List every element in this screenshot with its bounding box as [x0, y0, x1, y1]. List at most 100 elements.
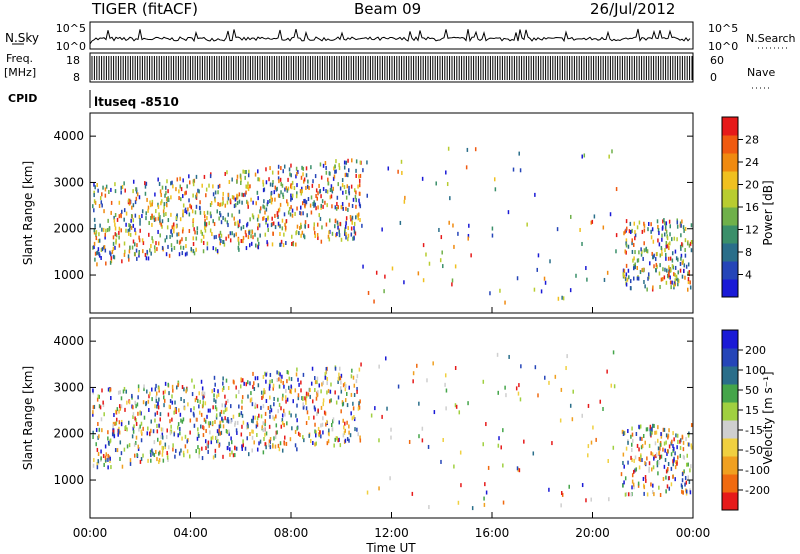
range-cell — [112, 241, 115, 246]
range-cell — [226, 170, 228, 175]
range-cell — [150, 244, 152, 249]
colorbar-segment — [722, 135, 738, 154]
range-cell — [651, 287, 654, 292]
range-cell — [203, 225, 206, 230]
range-cell — [105, 184, 108, 189]
range-cell — [421, 176, 424, 181]
range-cell — [216, 209, 219, 214]
range-cell — [279, 372, 281, 377]
range-cell — [688, 479, 691, 484]
range-cell — [311, 183, 314, 188]
range-cell — [291, 213, 294, 218]
range-cell — [180, 245, 182, 250]
range-cell — [155, 395, 157, 400]
range-cell — [685, 462, 688, 467]
range-cell — [143, 387, 145, 392]
range-cell — [326, 390, 328, 395]
range-cell — [283, 164, 286, 169]
range-cell — [220, 220, 223, 225]
range-cell — [213, 388, 216, 393]
range-cell — [263, 216, 265, 221]
range-cell — [672, 462, 674, 467]
range-cell — [128, 249, 131, 254]
range-cell — [159, 440, 162, 445]
range-cell — [150, 216, 152, 221]
range-cell — [234, 203, 237, 208]
range-cell — [293, 185, 296, 190]
range-cell — [344, 224, 347, 229]
range-cell — [252, 235, 254, 240]
range-cell — [188, 228, 191, 233]
range-cell — [134, 242, 136, 247]
range-cell — [154, 387, 157, 392]
range-cell — [286, 370, 289, 375]
range-cell — [154, 248, 156, 253]
range-cell — [115, 238, 117, 243]
range-cell — [257, 169, 259, 174]
range-cell — [215, 399, 217, 404]
range-cell — [196, 226, 199, 231]
range-cell — [606, 369, 608, 374]
range-cell — [674, 273, 676, 278]
range-cell — [132, 218, 135, 223]
range-cell — [184, 434, 187, 439]
range-cell — [170, 229, 173, 234]
range-cell — [321, 422, 324, 427]
range-cell — [98, 251, 100, 256]
range-cell — [92, 463, 95, 468]
range-cell — [347, 237, 349, 242]
range-cell — [237, 245, 240, 250]
range-cell — [242, 420, 245, 425]
range-cell — [225, 400, 227, 405]
range-cell — [107, 430, 109, 435]
range-cell — [222, 239, 224, 244]
range-cell — [270, 408, 273, 413]
range-cell — [260, 390, 263, 395]
range-cell — [657, 238, 659, 243]
xtick-label: 12:00 — [374, 526, 409, 540]
range-cell — [632, 438, 634, 443]
range-cell — [266, 371, 268, 376]
range-cell — [648, 443, 651, 448]
range-cell — [453, 464, 455, 469]
range-cell — [273, 416, 276, 421]
range-cell — [134, 231, 137, 236]
range-cell — [669, 275, 671, 280]
range-cell — [353, 392, 356, 397]
range-cell — [689, 468, 691, 473]
range-cell — [612, 445, 615, 450]
range-cell — [272, 180, 274, 185]
range-cell — [158, 423, 160, 428]
range-cell — [213, 393, 215, 398]
range-cell — [114, 245, 116, 250]
range-cell — [108, 441, 110, 446]
range-cell — [289, 389, 291, 394]
noise-ytick-right-bottom: 10^0 — [708, 40, 738, 53]
range-cell — [339, 221, 341, 226]
range-cell — [135, 196, 138, 201]
range-cell — [198, 404, 200, 409]
range-cell — [560, 387, 563, 392]
range-cell — [544, 375, 546, 380]
range-cell — [688, 442, 690, 447]
range-cell — [231, 213, 233, 218]
range-cell — [150, 458, 152, 463]
range-cell — [689, 280, 691, 285]
range-cell — [341, 178, 344, 183]
range-cell — [138, 235, 140, 240]
range-cell — [646, 287, 648, 292]
range-cell — [649, 424, 652, 429]
range-cell — [206, 241, 209, 246]
range-cell — [641, 436, 643, 441]
range-cell — [358, 401, 360, 406]
range-cell — [161, 199, 163, 204]
range-cell — [383, 289, 385, 294]
range-cell — [104, 193, 107, 198]
range-cell — [279, 202, 282, 207]
range-cell — [138, 251, 140, 256]
range-cell — [581, 483, 584, 488]
range-cell — [356, 374, 359, 379]
range-cell — [164, 238, 166, 243]
range-cell — [205, 222, 208, 227]
range-cell — [121, 184, 124, 189]
